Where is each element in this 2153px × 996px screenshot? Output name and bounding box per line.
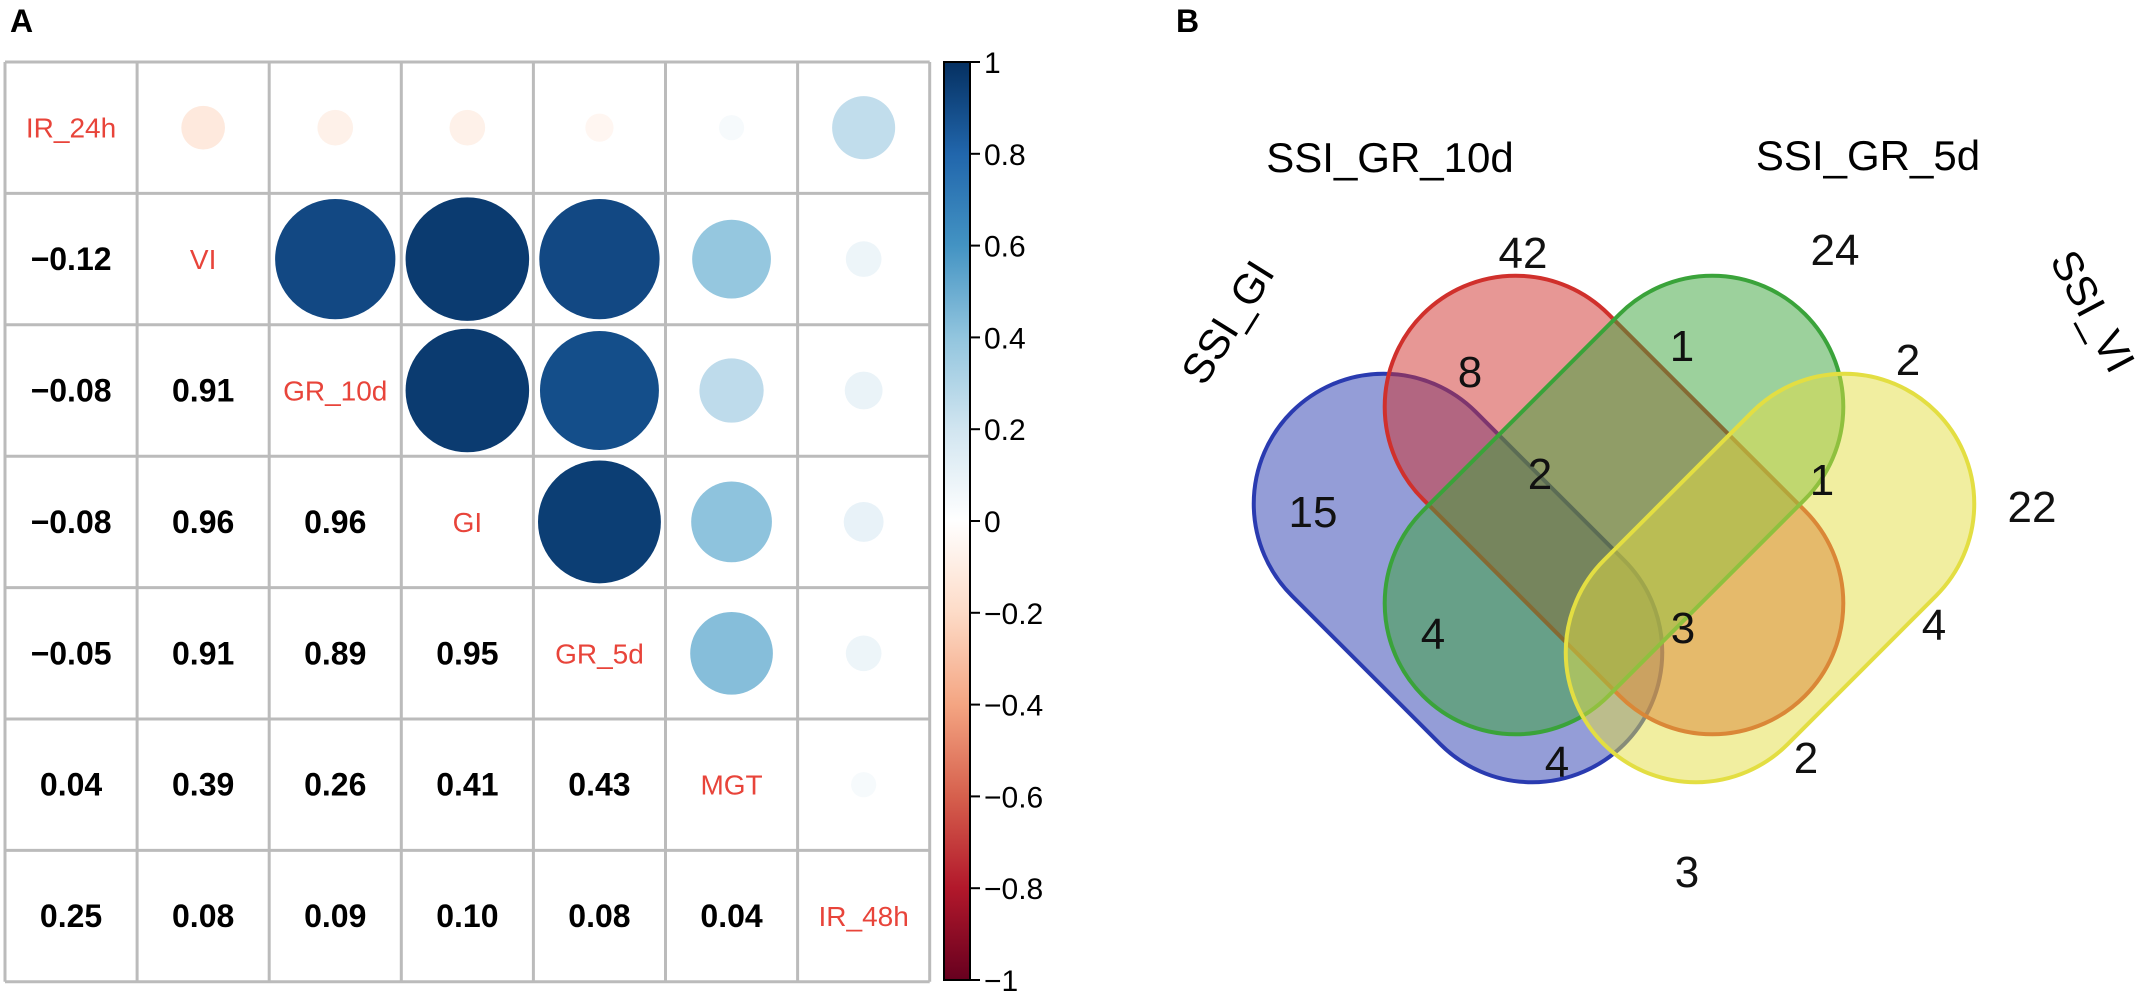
corr-value-2-0: −0.08 <box>31 373 112 409</box>
corr-circle-1-5 <box>692 219 771 299</box>
colorbar-tick-label: −1 <box>984 965 1018 996</box>
venn-count-gi-gr_10d: 8 <box>1458 348 1482 397</box>
corr-circle-0-5 <box>718 115 745 141</box>
corr-circle-0-2 <box>317 109 354 146</box>
venn-title-ssi-vi: SSI_VI <box>2041 242 2144 380</box>
colorbar-gradient <box>943 61 971 981</box>
corr-value-4-0: −0.05 <box>31 635 112 671</box>
corr-value-3-2: 0.96 <box>304 504 366 540</box>
corr-circle-2-4 <box>539 331 659 450</box>
corr-circle-1-4 <box>539 198 660 320</box>
corr-value-6-5: 0.04 <box>700 898 762 934</box>
corr-value-5-0: 0.04 <box>40 767 102 803</box>
corr-circle-3-5 <box>691 481 772 563</box>
corr-circle-3-6 <box>843 501 884 542</box>
corr-value-6-0: 0.25 <box>40 898 102 934</box>
venn-count-gi: 15 <box>1289 488 1338 537</box>
venn-count-vi: 22 <box>2008 483 2057 532</box>
corr-value-3-0: −0.08 <box>31 504 112 540</box>
colorbar-tick-label: −0.6 <box>984 781 1043 814</box>
colorbar-tick-label: 0.8 <box>984 139 1026 172</box>
corr-value-5-4: 0.43 <box>568 767 630 803</box>
colorbar-tick-label: 0.4 <box>984 322 1026 355</box>
corr-circle-0-1 <box>181 105 225 150</box>
corr-circle-2-5 <box>699 358 764 423</box>
corr-value-6-1: 0.08 <box>172 898 234 934</box>
corr-circle-0-6 <box>832 96 896 160</box>
venn-count-gi-gr_5d: 4 <box>1421 610 1445 659</box>
venn-count-gi-vi: 3 <box>1675 848 1699 897</box>
corr-value-2-1: 0.91 <box>172 373 234 409</box>
corr-value-5-2: 0.26 <box>304 767 366 803</box>
corr-value-3-1: 0.96 <box>172 504 234 540</box>
venn-count-gr_10d-vi: 4 <box>1922 601 1946 650</box>
corr-circle-5-6 <box>851 772 877 798</box>
venn-count-gi-gr_10d-gr_5d-vi: 3 <box>1671 604 1695 653</box>
corr-value-6-4: 0.08 <box>568 898 630 934</box>
corr-circle-0-4 <box>585 113 614 142</box>
colorbar-tick-label: −0.8 <box>984 873 1043 906</box>
corr-circle-0-3 <box>449 109 486 146</box>
diag-label-gr-5d: GR_5d <box>555 638 644 669</box>
colorbar-tick-label: −0.2 <box>984 598 1043 631</box>
venn-count-gi-gr_10d-gr_5d: 2 <box>1528 450 1552 499</box>
venn-count-gr_10d-gr_5d-vi: 1 <box>1810 456 1834 505</box>
corr-value-5-1: 0.39 <box>172 767 234 803</box>
venn-count-gr_5d-vi: 2 <box>1896 336 1920 385</box>
corr-circle-4-6 <box>845 635 882 672</box>
corr-value-1-0: −0.12 <box>31 241 112 277</box>
corr-circle-1-3 <box>405 197 530 321</box>
corr-circle-4-5 <box>690 611 773 695</box>
corr-value-6-2: 0.09 <box>304 898 366 934</box>
diag-label-mgt: MGT <box>700 770 762 801</box>
corr-circle-1-2 <box>275 198 396 320</box>
venn-count-gi-gr_10d-vi: 2 <box>1794 734 1818 783</box>
venn-count-gr_5d: 24 <box>1811 226 1860 275</box>
corr-circle-3-4 <box>537 460 661 584</box>
colorbar-tick-label: 1 <box>984 47 1001 80</box>
venn-title-ssi-gi: SSI_GI <box>1172 252 1284 392</box>
venn-count-gr_10d-gr_5d: 1 <box>1670 322 1694 371</box>
correlation-matrix: IR_24h −0.12 VI −0.08 0.91 GR_10d −0.08 0.96 0.9… <box>3 47 1043 996</box>
venn-title-ssi-gr-10d: SSI_GR_10d <box>1266 134 1514 181</box>
colorbar-tick-label: −0.4 <box>984 690 1043 723</box>
panel-label-a: A <box>10 3 33 39</box>
venn-set-ssi-vi <box>1563 371 1977 785</box>
venn-count-gr_10d: 42 <box>1499 229 1548 278</box>
corr-circle-1-6 <box>845 241 882 277</box>
colorbar-tick-label: 0 <box>984 506 1001 539</box>
colorbar-tick-label: 0.2 <box>984 414 1026 447</box>
corr-value-6-3: 0.10 <box>436 898 498 934</box>
corr-value-5-3: 0.41 <box>436 767 498 803</box>
matrix-grid <box>3 60 932 984</box>
diag-label-gr-10d: GR_10d <box>283 376 387 407</box>
diag-label-gi: GI <box>453 507 483 538</box>
diag-label-ir-48h: IR_48h <box>819 901 909 932</box>
diag-label-ir-24h: IR_24h <box>26 113 116 144</box>
colorbar-tick-label: 0.6 <box>984 231 1026 264</box>
corr-value-4-3: 0.95 <box>436 635 498 671</box>
colorbar: 1 0.8 0.6 0.4 0.2 0 −0.2 −0.4 −0.6 −0.8 −1 <box>943 47 1043 996</box>
corr-circle-2-6 <box>844 371 883 410</box>
panel-label-b: B <box>1176 3 1199 39</box>
venn-title-ssi-gr-5d: SSI_GR_5d <box>1756 132 1980 179</box>
corr-value-4-2: 0.89 <box>304 635 366 671</box>
diag-label-vi: VI <box>190 244 216 275</box>
corr-circle-2-3 <box>405 328 530 453</box>
corr-value-4-1: 0.91 <box>172 635 234 671</box>
venn-count-gi-gr_5d-vi: 4 <box>1545 738 1569 787</box>
